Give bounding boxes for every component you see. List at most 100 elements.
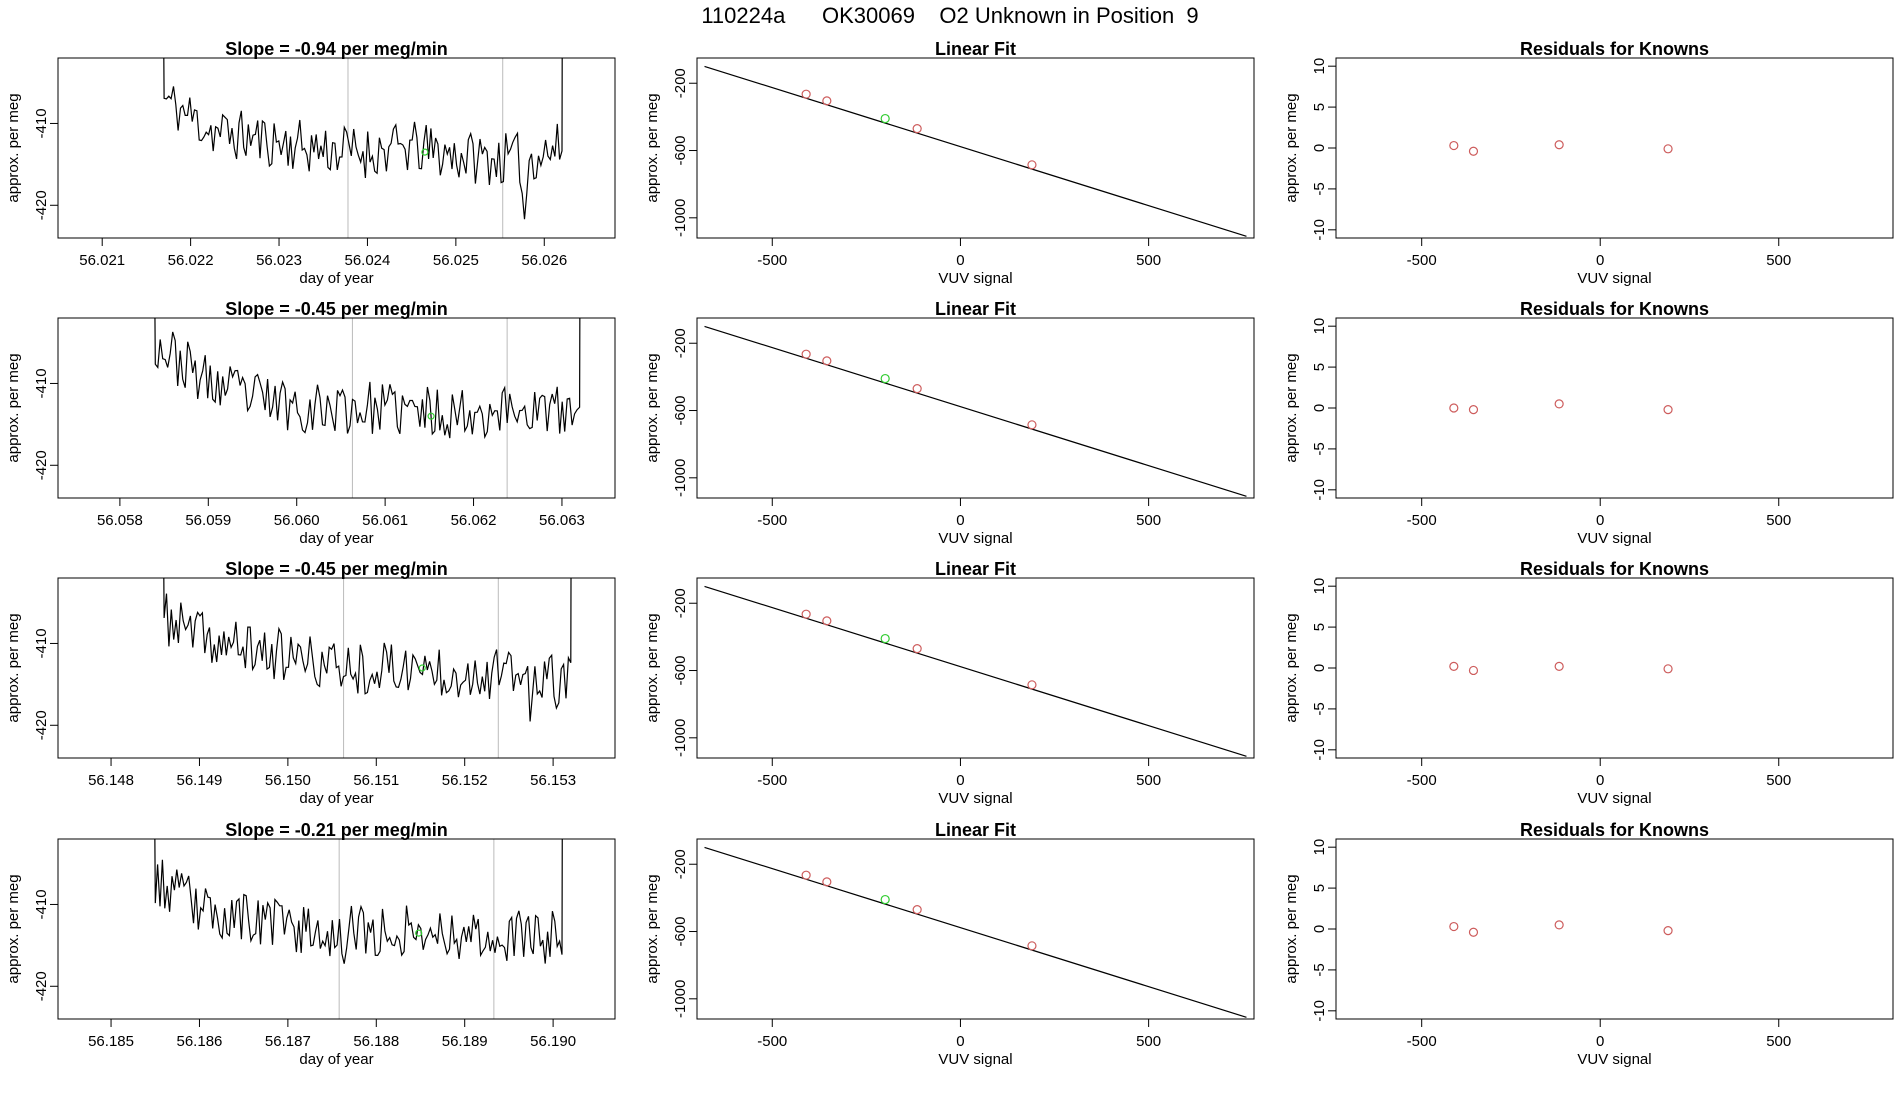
y-axis-label: approx. per meg (5, 353, 22, 462)
x-tick-label: 56.153 (530, 772, 576, 789)
residual-point (1449, 921, 1459, 932)
y-tick-label: -10 (1311, 1000, 1328, 1022)
y-tick-label: 10 (1311, 318, 1328, 335)
y-tick-label: -5 (1311, 182, 1328, 195)
panel-title: Slope = -0.45 per meg/min (225, 299, 448, 319)
panel-title: Slope = -0.94 per meg/min (225, 39, 448, 59)
y-axis-label: approx. per meg (1283, 93, 1300, 202)
plot-frame (57, 577, 616, 759)
plot-area (704, 585, 1247, 757)
plot-area (1449, 920, 1673, 937)
y-tick-label: -600 (672, 656, 689, 686)
y-tick-label: -200 (672, 328, 689, 358)
x-tick-label: 56.024 (344, 252, 390, 269)
x-axis-label: VUV signal (1577, 790, 1651, 807)
y-tick-label: -420 (33, 971, 50, 1001)
known-point (1027, 941, 1037, 951)
x-axis-label: VUV signal (1577, 1051, 1651, 1068)
plot-area (154, 318, 581, 440)
plot-frame (696, 317, 1255, 499)
plot-frame (1335, 577, 1894, 759)
y-tick-label: 10 (1311, 578, 1328, 595)
y-axis-label: approx. per meg (5, 613, 22, 722)
residual-point (1663, 405, 1673, 415)
y-tick-label: 10 (1311, 839, 1328, 856)
plot-frame (696, 577, 1255, 759)
x-tick-label: 0 (1596, 1033, 1604, 1050)
unknown-point (880, 633, 890, 644)
x-tick-label: -500 (1407, 252, 1437, 269)
plot-frame (696, 838, 1255, 1020)
time-series-panel-4: Slope = -0.21 per meg/min 56.185 56.186 56.… (5, 820, 616, 1068)
residual-point (1449, 661, 1459, 671)
x-tick-label: -500 (757, 512, 787, 529)
y-axis-label: approx. per meg (644, 93, 661, 202)
x-tick-label: 56.060 (274, 512, 320, 529)
plot-area (704, 846, 1247, 1018)
x-axis-label: VUV signal (1577, 530, 1651, 547)
x-tick-label: 0 (1596, 252, 1604, 269)
y-tick-label: -1000 (672, 980, 689, 1018)
x-tick-label: -500 (757, 1033, 787, 1050)
known-point (801, 609, 811, 619)
residual-point (1449, 140, 1459, 151)
y-tick-label: -10 (1311, 479, 1328, 501)
known-point (801, 870, 811, 880)
x-tick-label: -500 (1407, 772, 1437, 789)
plot-area (704, 325, 1247, 497)
unknown-point (880, 894, 890, 905)
x-axis-label: day of year (299, 270, 373, 287)
residual-point (1554, 920, 1564, 930)
x-tick-label: 56.151 (353, 772, 399, 789)
y-axis-label: approx. per meg (644, 874, 661, 983)
linear-fit-panel-1: Linear Fit -500 0 500 -1000 -600 -200 VUV signa… (644, 39, 1255, 287)
y-axis-label: approx. per meg (644, 613, 661, 722)
x-axis-label: VUV signal (938, 1051, 1012, 1068)
time-series-panel-1: Slope = -0.94 per meg/min 56.021 56.022 56.… (5, 39, 616, 287)
x-tick-label: 500 (1766, 512, 1791, 529)
x-tick-label: 500 (1766, 1033, 1791, 1050)
panel-title: Residuals for Knowns (1520, 559, 1709, 579)
x-tick-label: 500 (1136, 252, 1161, 269)
linear-fit-panel-2: Linear Fit -500 0 500 -1000 -600 -200 VUV signa… (644, 299, 1255, 547)
x-axis-label: day of year (299, 790, 373, 807)
residual-point (1449, 403, 1459, 413)
x-tick-label: 56.061 (362, 512, 408, 529)
time-series-panel-2: Slope = -0.45 per meg/min 56.058 56.059 56.… (5, 299, 616, 547)
plot-area (1449, 661, 1673, 676)
x-tick-label: 56.149 (177, 772, 223, 789)
y-tick-label: -410 (33, 368, 50, 398)
x-tick-label: 56.021 (79, 252, 125, 269)
panel-title: Linear Fit (935, 39, 1016, 59)
plot-area (163, 578, 572, 722)
y-tick-label: -200 (672, 849, 689, 879)
y-tick-label: -420 (33, 710, 50, 740)
y-tick-label: -600 (672, 917, 689, 947)
residuals-panel-4: Residuals for Knowns -500 0 500 -10 -5 0 5 10 VUV… (1283, 820, 1894, 1068)
residuals-panel-1: Residuals for Knowns -500 0 500 -10 -5 0 5 10 VUV… (1283, 39, 1894, 287)
x-tick-label: -500 (1407, 512, 1437, 529)
x-tick-label: 56.059 (185, 512, 231, 529)
y-axis-label: approx. per meg (5, 93, 22, 202)
residual-point (1468, 927, 1479, 937)
x-tick-label: 56.189 (442, 1033, 488, 1050)
y-axis-label: approx. per meg (5, 874, 22, 983)
known-point (822, 356, 832, 366)
y-tick-label: -5 (1311, 702, 1328, 715)
y-tick-label: -420 (33, 190, 50, 220)
unknown-point (880, 113, 890, 124)
x-tick-label: 0 (956, 512, 964, 529)
known-point (822, 877, 832, 887)
series-line (154, 839, 563, 964)
linear-fit-panel-3: Linear Fit -500 0 500 -1000 -600 -200 VUV signa… (644, 559, 1255, 807)
residual-point (1663, 144, 1673, 154)
x-axis-label: day of year (299, 530, 373, 547)
x-tick-label: -500 (757, 252, 787, 269)
y-tick-label: 5 (1311, 623, 1328, 631)
x-tick-label: 56.188 (353, 1033, 399, 1050)
y-tick-label: -420 (33, 450, 50, 480)
x-tick-label: 0 (956, 1033, 964, 1050)
page-title: 110224a OK30069 O2 Unknown in Position 9 (701, 3, 1199, 28)
x-tick-label: 500 (1136, 1033, 1161, 1050)
